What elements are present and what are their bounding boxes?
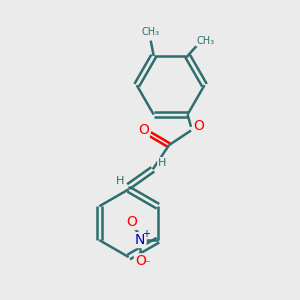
Text: ⁻: ⁻ (143, 258, 150, 272)
Text: H: H (158, 158, 166, 168)
Text: H: H (116, 176, 124, 185)
Text: O: O (127, 215, 137, 229)
Text: O: O (138, 123, 149, 137)
Text: N: N (135, 233, 146, 247)
Text: O: O (193, 119, 204, 133)
Text: +: + (142, 229, 150, 238)
Text: O: O (135, 254, 146, 268)
Text: CH₃: CH₃ (142, 27, 160, 37)
Text: CH₃: CH₃ (196, 36, 214, 46)
